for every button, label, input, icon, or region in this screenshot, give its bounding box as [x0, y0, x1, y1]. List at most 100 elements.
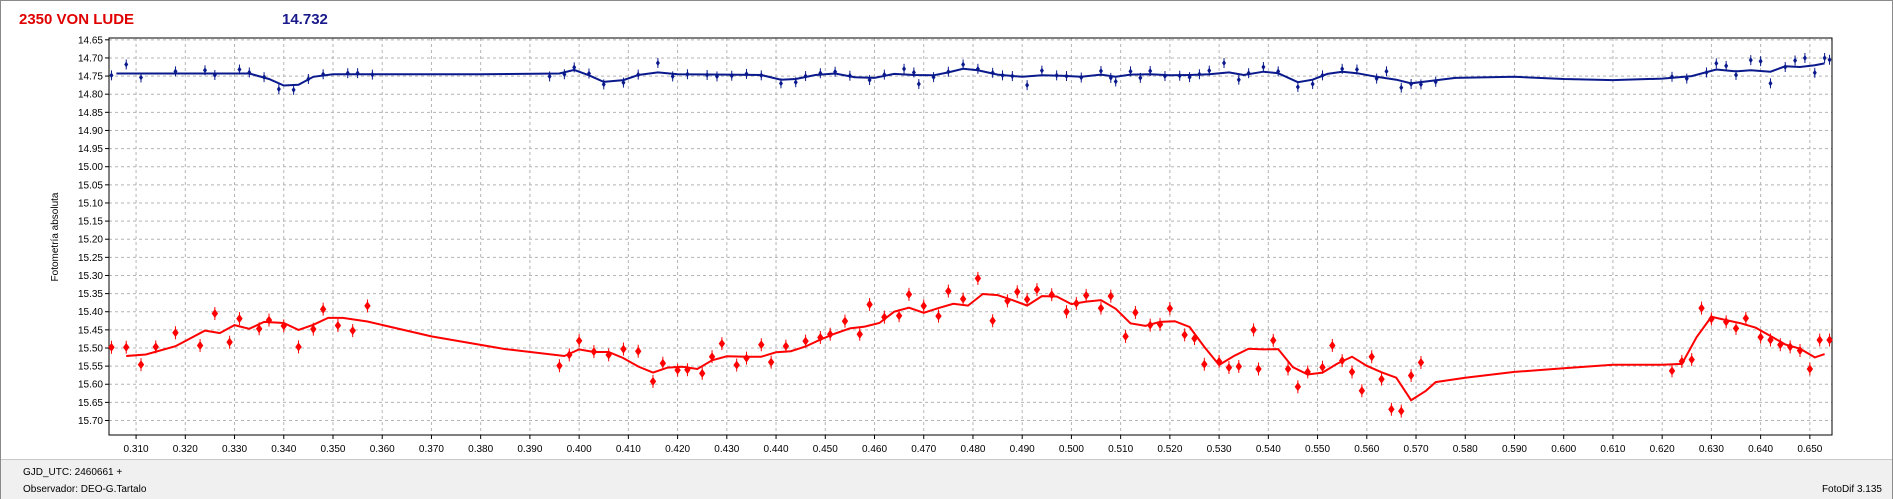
data-point [1417, 355, 1425, 369]
data-point [1064, 71, 1069, 82]
data-point [355, 68, 360, 79]
data-point [1113, 76, 1118, 87]
x-tick-label: 0.460 [862, 444, 887, 455]
data-point [733, 358, 740, 372]
data-point [817, 330, 824, 344]
data-point [1079, 72, 1084, 83]
data-point [124, 59, 129, 70]
data-point [1004, 294, 1011, 308]
data-point [1407, 369, 1415, 383]
y-axis-label: Fotometría absoluta [50, 192, 61, 281]
x-tick-label: 0.590 [1502, 444, 1527, 455]
data-point [684, 363, 691, 377]
data-point [1166, 301, 1174, 315]
x-tick-label: 0.440 [764, 444, 789, 455]
data-point [566, 348, 573, 362]
data-point [931, 72, 936, 83]
data-point [1073, 296, 1080, 310]
data-point [310, 322, 317, 336]
data-point [1742, 311, 1750, 325]
data-point [1338, 354, 1346, 368]
data-point [826, 327, 834, 341]
data-point [601, 79, 606, 90]
data-point [990, 67, 995, 78]
y-tick-label: 15.65 [78, 398, 103, 409]
data-point [211, 307, 219, 321]
data-point [276, 84, 281, 95]
x-tick-label: 0.650 [1797, 444, 1822, 455]
x-tick-label: 0.560 [1354, 444, 1379, 455]
data-point [1304, 365, 1311, 379]
data-point [620, 342, 627, 356]
data-point [1295, 81, 1300, 92]
data-point [1250, 323, 1257, 337]
data-point [1270, 333, 1277, 347]
y-tick-label: 14.85 [78, 108, 103, 119]
data-point [1122, 329, 1129, 343]
data-point [1348, 365, 1356, 379]
data-point [1284, 362, 1292, 376]
data-point [758, 338, 765, 352]
data-point [621, 77, 626, 88]
data-point [655, 58, 660, 69]
data-point [1033, 283, 1041, 297]
data-point [767, 355, 775, 369]
data-point [959, 292, 967, 306]
data-point [1767, 333, 1774, 347]
data-point [1684, 73, 1689, 84]
data-point [1358, 384, 1366, 398]
data-point [1354, 64, 1359, 75]
data-point [1827, 54, 1832, 65]
data-point [1215, 354, 1223, 368]
data-point [974, 271, 982, 285]
data-point [1235, 359, 1242, 373]
data-point [841, 314, 849, 328]
data-point [793, 77, 798, 88]
data-point [1255, 362, 1262, 376]
data-point [1197, 69, 1202, 80]
data-point [265, 313, 273, 327]
data-point [1340, 63, 1345, 74]
y-tick-label: 15.30 [78, 271, 103, 282]
data-point [935, 309, 942, 323]
x-tick-label: 0.640 [1748, 444, 1773, 455]
data-point [556, 359, 563, 373]
data-point [1138, 72, 1143, 83]
x-tick-label: 0.550 [1305, 444, 1330, 455]
data-point [590, 345, 598, 359]
y-tick-label: 15.20 [78, 235, 103, 246]
data-point [1222, 58, 1227, 69]
data-point [123, 340, 130, 354]
data-point [1132, 305, 1139, 319]
data-point [881, 310, 888, 324]
x-tick-label: 0.530 [1207, 444, 1232, 455]
data-series [108, 52, 1833, 418]
x-tick-label: 0.310 [124, 444, 149, 455]
data-point [1796, 344, 1804, 358]
data-point [572, 62, 577, 73]
data-point [237, 64, 242, 75]
data-point [562, 69, 567, 80]
data-point [364, 299, 371, 313]
data-point [349, 324, 356, 338]
data-point [1025, 80, 1030, 91]
data-point [202, 65, 207, 76]
data-point [674, 363, 681, 377]
data-point [1812, 67, 1817, 78]
x-tick-label: 0.630 [1699, 444, 1724, 455]
y-tick-label: 14.65 [78, 35, 103, 46]
data-point [882, 69, 887, 80]
data-point [1758, 56, 1763, 67]
data-point [1399, 82, 1404, 93]
data-point [1732, 321, 1740, 335]
data-point [575, 334, 583, 348]
data-point [586, 68, 591, 79]
data-point [1156, 317, 1164, 331]
y-tick-label: 14.75 [78, 72, 103, 83]
y-tick-label: 15.40 [78, 307, 103, 318]
data-point [1310, 79, 1315, 90]
x-tick-label: 0.360 [370, 444, 395, 455]
gjd-label: GJD_UTC: 2460661 + [23, 467, 123, 478]
x-tick-label: 0.430 [714, 444, 739, 455]
